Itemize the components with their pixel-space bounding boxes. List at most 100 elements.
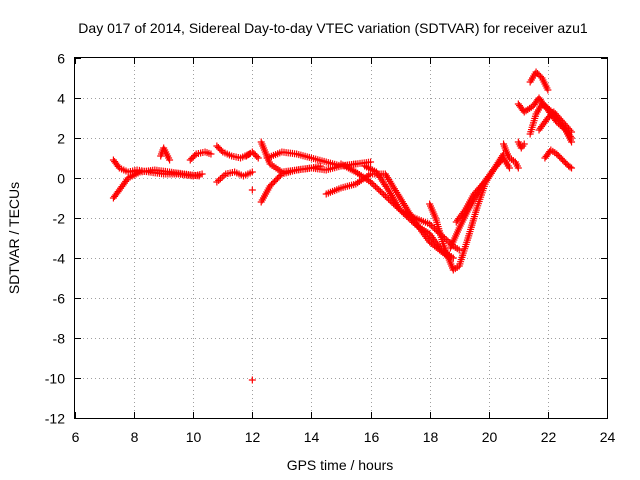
data-point [544,104,552,112]
data-point [455,246,463,254]
data-point-interp [566,163,574,171]
data-point [254,154,262,162]
data-point-interp [276,172,284,179]
data-point-interp [556,115,564,123]
data-point-interp [557,155,565,162]
data-point-interp [551,110,559,118]
data-point-interp [380,190,388,198]
data-point-interp [215,176,223,184]
y-tick-label: 0 [57,171,65,187]
data-point [505,164,513,172]
data-point [559,118,567,126]
data-point [426,220,434,228]
data-point [367,158,375,166]
data-point-interp [191,152,199,159]
data-point [248,168,256,176]
data-point [166,156,174,164]
data-point-interp [214,144,222,151]
y-tick-label: -10 [45,371,65,387]
data-point-interp [563,123,571,131]
data-point [479,180,487,188]
data-point [568,164,576,172]
data-point-interp [560,120,568,128]
data-point-interp [273,175,281,182]
data-point-interp [391,201,399,209]
data-point-interp [535,71,543,79]
data-point-interp [272,176,280,184]
x-axis-label: GPS time / hours [287,457,394,473]
data-point-interp [460,208,468,216]
data-point-interp [275,173,283,181]
data-point [470,190,478,198]
y-tick-label: -8 [53,331,66,347]
data-point [248,148,256,156]
data-point-interp [188,155,196,162]
x-tick-label: 22 [541,429,557,445]
data-point-interp [565,125,573,133]
y-tick-label: -2 [53,211,66,227]
data-point-interp [562,159,570,167]
data-point-interp [216,145,224,153]
data-point [568,134,576,142]
data-point [266,182,274,190]
data-point-interp [388,198,396,206]
y-tick-label: -6 [53,291,66,307]
x-tick-label: 16 [364,429,380,445]
data-point [207,150,215,158]
data-point-interp [383,194,391,202]
data-point-interp [545,106,553,113]
y-tick-label: 4 [57,91,65,107]
data-point-interp [566,132,574,140]
data-point-interp [373,184,381,192]
data-point-interp [554,113,562,121]
data-point-interp [217,147,225,154]
data-point-interp [556,153,564,161]
data-point-interp [390,200,398,208]
data-point [248,186,256,194]
data-point-interp [554,152,562,159]
data-point-interp [216,175,224,183]
data-point [553,150,561,158]
data-point-interp [547,111,555,119]
data-point [248,376,256,384]
data-point [367,178,375,186]
data-point-interp [251,151,259,159]
data-point-interp [553,111,561,119]
data-point-interp [376,187,384,195]
data-point-interp [253,153,261,160]
y-tick-label: 6 [57,51,65,67]
data-point-interp [386,197,394,205]
data-point [544,114,552,122]
data-point-interp [566,126,574,134]
data-point-interp [473,187,481,195]
x-tick-label: 10 [186,429,202,445]
data-point [186,156,194,164]
x-tick-label: 12 [245,429,261,445]
x-tick-label: 20 [482,429,498,445]
data-point [381,192,389,200]
data-point-interp [218,173,226,181]
data-point [213,178,221,186]
data-point [514,164,522,172]
data-point-interp [189,153,197,161]
y-tick-label: -4 [53,251,66,267]
data-point-interp [534,70,542,77]
data-point-interp [560,158,568,165]
data-point [520,140,528,148]
y-tick-label: -12 [45,411,65,427]
data-points [109,68,576,384]
chart-title: Day 017 of 2014, Sidereal Day-to-day VTE… [78,20,588,36]
data-point-interp [393,203,401,211]
data-point-interp [370,181,378,189]
y-tick-label: 2 [57,131,65,147]
data-point-interp [378,189,386,197]
x-tick-label: 18 [423,429,439,445]
x-tick-label: 24 [600,429,616,445]
data-point-interp [477,182,485,190]
data-point [544,86,552,94]
data-point-interp [269,179,277,187]
data-point [550,108,558,116]
x-tick-label: 6 [72,429,80,445]
